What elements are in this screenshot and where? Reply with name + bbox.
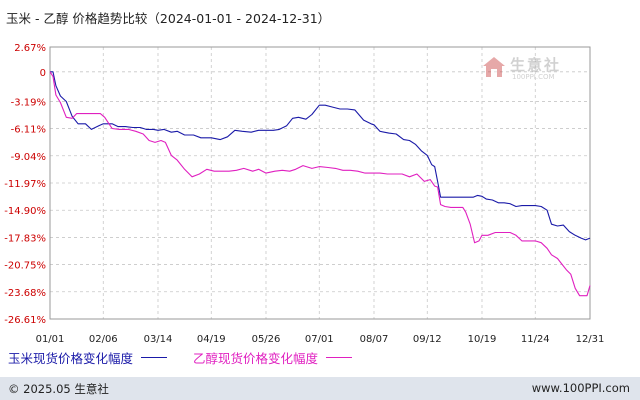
y-tick-label: -3.19% (11, 97, 46, 108)
watermark-url: 100PPI.COM (512, 73, 555, 81)
y-tick-label: -17.83% (4, 233, 46, 244)
legend-item-corn: 玉米现货价格变化幅度 (8, 348, 168, 367)
watermark-name: 生意社 (510, 56, 562, 74)
y-tick-label: -6.11% (11, 125, 46, 136)
y-tick-label: -9.04% (11, 152, 46, 163)
x-tick-label: 03/14 (144, 334, 173, 345)
footer-bar: © 2025.05 生意社 www.100PPI.com (0, 377, 640, 400)
plot-area-frame (49, 46, 591, 320)
chart-title: 玉米 - 乙醇 价格趋势比较（2024-01-01 - 2024-12-31） (6, 11, 331, 26)
series-line-ethanol (49, 71, 591, 297)
x-tick-label: 12/31 (576, 334, 605, 345)
x-tick-label: 09/12 (413, 334, 442, 345)
legend: 玉米现货价格变化幅度 乙醇现货价格变化幅度 (8, 348, 374, 367)
watermark: 生意社 100PPI.COM (482, 54, 578, 84)
legend-swatch-corn (141, 357, 168, 358)
grid-lines (49, 46, 591, 320)
house-icon (483, 57, 505, 77)
y-tick-label: -20.75% (4, 261, 46, 272)
series-line-corn (50, 71, 591, 241)
y-tick-label: -14.90% (4, 206, 46, 217)
y-tick-label: 2.67% (14, 43, 46, 54)
x-tick-label: 07/01 (305, 334, 334, 345)
legend-label-corn: 玉米现货价格变化幅度 (8, 351, 134, 366)
y-tick-label: -23.68% (4, 288, 46, 299)
x-tick-label: 08/07 (360, 334, 389, 345)
y-tick-label: -11.97% (4, 179, 46, 190)
y-tick-label: -26.61% (4, 315, 46, 326)
legend-item-ethanol: 乙醇现货价格变化幅度 (193, 348, 353, 367)
copyright-text: © 2025.05 生意社 (8, 382, 109, 396)
series-lines (49, 71, 591, 297)
y-tick-label: 0 (40, 68, 46, 79)
x-tick-label: 02/06 (89, 334, 118, 345)
site-link[interactable]: www.100PPI.com (531, 381, 630, 395)
x-tick-label: 10/19 (468, 334, 497, 345)
x-axis-ticks: 01/01 02/06 03/14 04/19 05/26 07/01 08/07 09/12… (36, 334, 605, 345)
x-tick-label: 11/24 (521, 334, 550, 345)
line-chart: 2.67% 0 -3.19% -6.11% -9.04% -11.97% -14.90% -1… (4, 43, 605, 345)
x-tick-label: 01/01 (36, 334, 65, 345)
legend-swatch-ethanol (326, 357, 353, 358)
legend-label-ethanol: 乙醇现货价格变化幅度 (193, 351, 319, 366)
x-tick-label: 04/19 (197, 334, 226, 345)
x-tick-label: 05/26 (252, 334, 281, 345)
y-axis-ticks: 2.67% 0 -3.19% -6.11% -9.04% -11.97% -14.90% -1… (4, 43, 46, 326)
